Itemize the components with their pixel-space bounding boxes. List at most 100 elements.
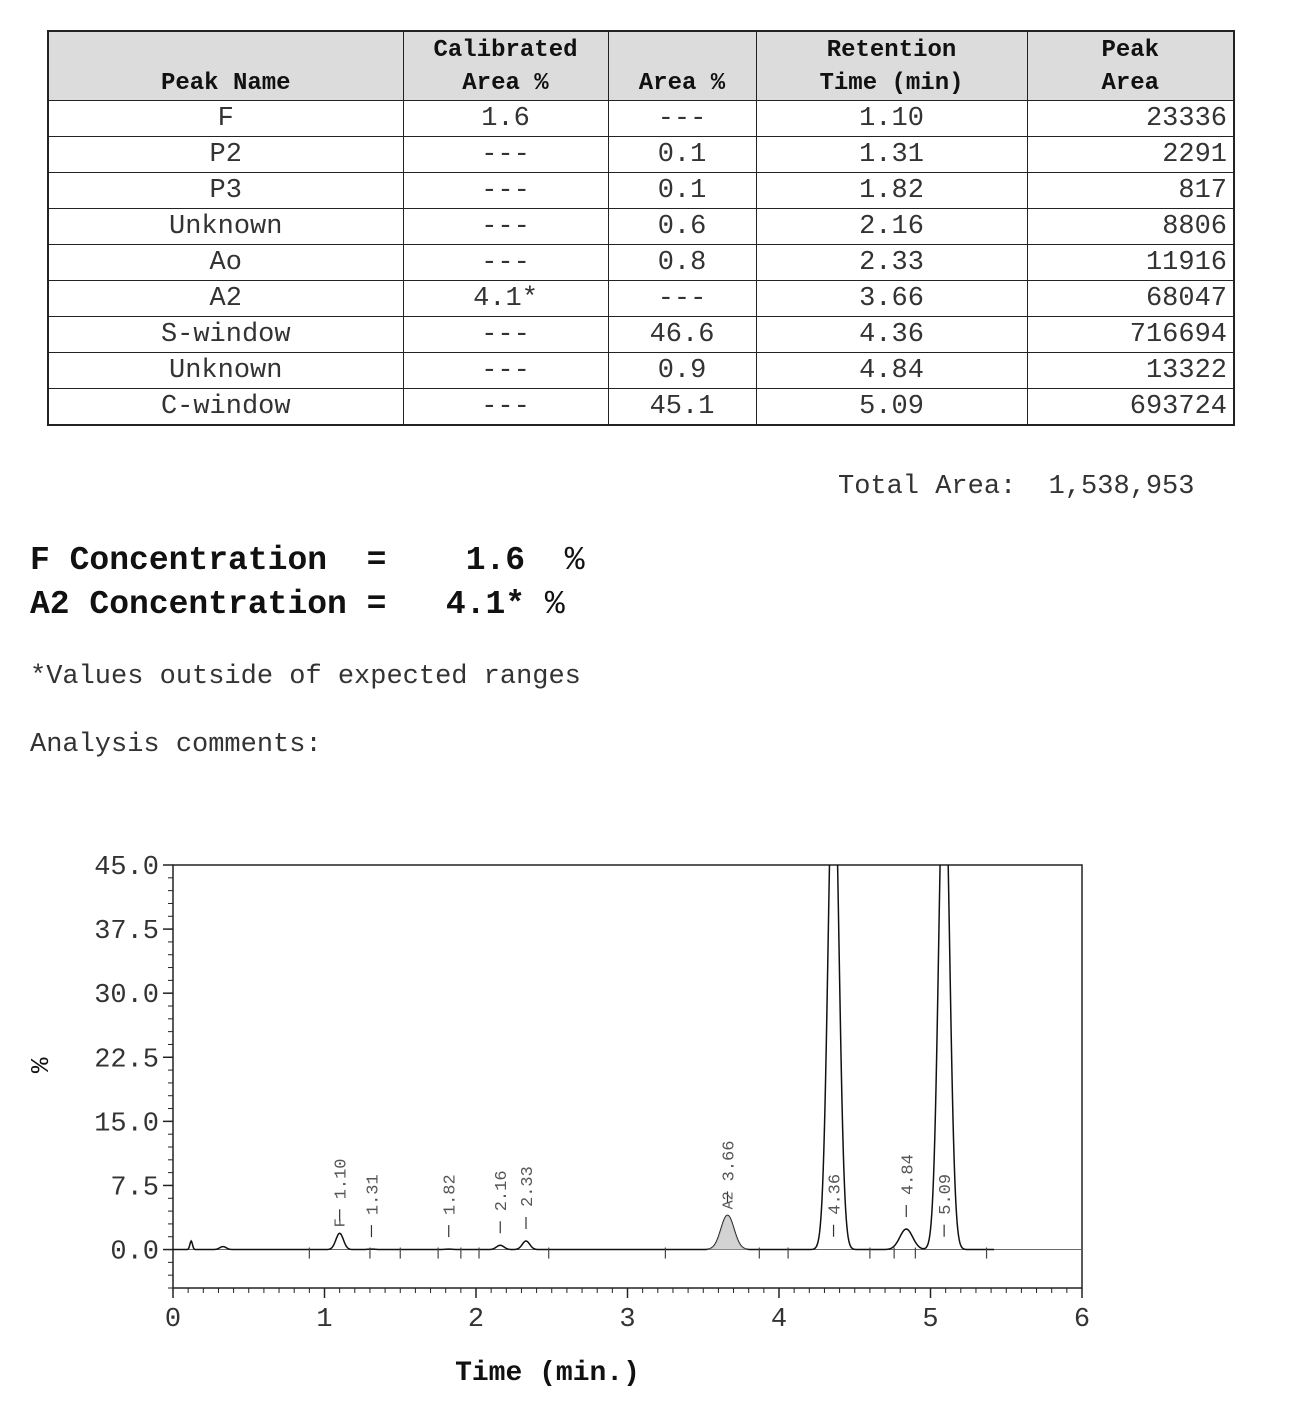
cell-peak-name: Unknown [47, 208, 404, 245]
cell-retention-time: 1.31 [755, 136, 1028, 173]
y-tick-label: 45.0 [94, 853, 159, 883]
x-tick-label: 6 [1074, 1305, 1090, 1335]
total-area-label: Total Area: [838, 472, 1017, 502]
x-tick-label: 0 [165, 1305, 181, 1335]
a2-shaded-area [700, 1215, 755, 1250]
y-tick-label: 22.5 [94, 1045, 159, 1075]
peak-rt-label: 2.33 [519, 1166, 538, 1207]
footnote: *Values outside of expected ranges [30, 662, 581, 692]
y-tick-label: 15.0 [94, 1109, 159, 1139]
header-line: Retention [826, 37, 957, 64]
y-tick-label: 30.0 [94, 981, 159, 1011]
cell-peak-name: A2 [47, 280, 404, 317]
cell-calibrated-area: 4.1* [402, 280, 609, 317]
cell-calibrated-area: --- [402, 352, 609, 389]
cell-retention-time: 1.82 [755, 172, 1028, 209]
header-row: Peak Name Calibrated Area % Area % Retent… [47, 30, 1235, 101]
x-tick-label: 3 [619, 1305, 635, 1335]
table-row: C-window --- 45.1 5.09 693724 [47, 388, 1235, 426]
peak-rt-label: 5.09 [937, 1174, 956, 1215]
cell-area-percent: 0.8 [607, 244, 757, 281]
y-tick-label: 37.5 [94, 917, 159, 947]
header-retention-time: Retention Time (min) [755, 30, 1028, 101]
x-tick-label: 1 [316, 1305, 332, 1335]
chromatogram-chart: 45.0 37.5 30.0 22.5 15.0 7.5 0.0 0 1 2 3 4 5 6 Time (m… [26, 853, 1090, 1389]
plot-frame [172, 864, 1083, 1289]
cell-peak-name: P3 [47, 172, 404, 209]
cell-peak-area: 13322 [1026, 352, 1235, 389]
header-line: Area % [638, 70, 726, 97]
table-row: P2 --- 0.1 1.31 2291 [47, 136, 1235, 173]
cell-retention-time: 1.10 [755, 100, 1028, 137]
cell-area-percent: 0.9 [607, 352, 757, 389]
header-line: Area % [462, 70, 549, 97]
a2-concentration-value: 4.1* [445, 586, 526, 623]
f-concentration-unit: % [564, 542, 585, 579]
table-row: Unknown --- 0.9 4.84 13322 [47, 352, 1235, 389]
cell-retention-time: 3.66 [755, 280, 1028, 317]
x-tick-label: 4 [771, 1305, 787, 1335]
cell-peak-name: Unknown [47, 352, 404, 389]
y-axis-label: % [26, 1057, 56, 1073]
table-row: F 1.6 --- 1.10 23336 [47, 100, 1235, 137]
header-line: Peak Name [160, 70, 291, 97]
cell-retention-time: 4.84 [755, 352, 1028, 389]
f-concentration: F Concentration = 1.6 % [30, 542, 585, 579]
cell-area-percent: 0.1 [607, 136, 757, 173]
cell-calibrated-area: --- [402, 208, 609, 245]
y-tick-label: 7.5 [110, 1173, 159, 1203]
cell-calibrated-area: 1.6 [402, 100, 609, 137]
cell-retention-time: 2.16 [755, 208, 1028, 245]
header-line: Peak [1101, 37, 1160, 64]
peak-rt-label: 1.31 [364, 1174, 383, 1215]
cell-peak-name: P2 [47, 136, 404, 173]
f-concentration-label: F Concentration = [30, 542, 387, 579]
cell-peak-area: 2291 [1026, 136, 1235, 173]
cell-calibrated-area: --- [402, 244, 609, 281]
peak-rt-label: 4.36 [827, 1174, 846, 1215]
signal-trace [173, 865, 995, 1251]
peak-rt-label: 1.82 [442, 1174, 461, 1215]
cell-peak-name: S-window [47, 316, 404, 353]
cell-peak-area: 8806 [1026, 208, 1235, 245]
header-line: Time (min) [819, 70, 964, 97]
cell-calibrated-area: --- [402, 388, 609, 426]
cell-peak-area: 716694 [1026, 316, 1235, 353]
peak-table-header: Peak Name Calibrated Area % Area % Retent… [47, 30, 1235, 101]
table-row: A2 4.1* --- 3.66 68047 [47, 280, 1235, 317]
cell-calibrated-area: --- [402, 172, 609, 209]
header-calibrated-area: Calibrated Area % [402, 30, 609, 101]
cell-area-percent: 0.1 [607, 172, 757, 209]
table-row: Ao --- 0.8 2.33 11916 [47, 244, 1235, 281]
cell-area-percent: 46.6 [607, 316, 757, 353]
cell-retention-time: 2.33 [755, 244, 1028, 281]
cell-area-percent: 0.6 [607, 208, 757, 245]
x-tick-label: 2 [468, 1305, 484, 1335]
f-concentration-value: 1.6 [465, 542, 526, 579]
cell-calibrated-area: --- [402, 316, 609, 353]
header-peak-name: Peak Name [47, 30, 404, 101]
total-area-value: 1,538,953 [1048, 472, 1195, 502]
cell-area-percent: 45.1 [607, 388, 757, 426]
analysis-comments-label: Analysis comments: [30, 730, 322, 760]
cell-peak-area: 68047 [1026, 280, 1235, 317]
table-row: Unknown --- 0.6 2.16 8806 [47, 208, 1235, 245]
cell-peak-name: F [47, 100, 404, 137]
y-tick-label: 0.0 [110, 1238, 159, 1268]
table-row: S-window --- 46.6 4.36 716694 [47, 316, 1235, 353]
a2-concentration-label: A2 Concentration = [30, 586, 387, 623]
header-peak-area: Peak Area [1026, 30, 1235, 101]
header-line: Calibrated [433, 37, 578, 64]
peak-rt-label: 3.66 [720, 1141, 739, 1182]
cell-peak-name: C-window [47, 388, 404, 426]
peak-rt-label: 2.16 [493, 1170, 512, 1211]
cell-peak-area: 817 [1026, 172, 1235, 209]
peak-table: Peak Name Calibrated Area % Area % Retent… [47, 30, 1235, 426]
cell-peak-area: 11916 [1026, 244, 1235, 281]
a2-concentration: A2 Concentration = 4.1* % [30, 586, 565, 623]
x-axis-label: Time (min.) [455, 1358, 640, 1389]
cell-retention-time: 4.36 [755, 316, 1028, 353]
peak-rt-label: 1.10 [333, 1158, 352, 1199]
header-line: Area [1101, 70, 1160, 97]
cell-calibrated-area: --- [402, 136, 609, 173]
